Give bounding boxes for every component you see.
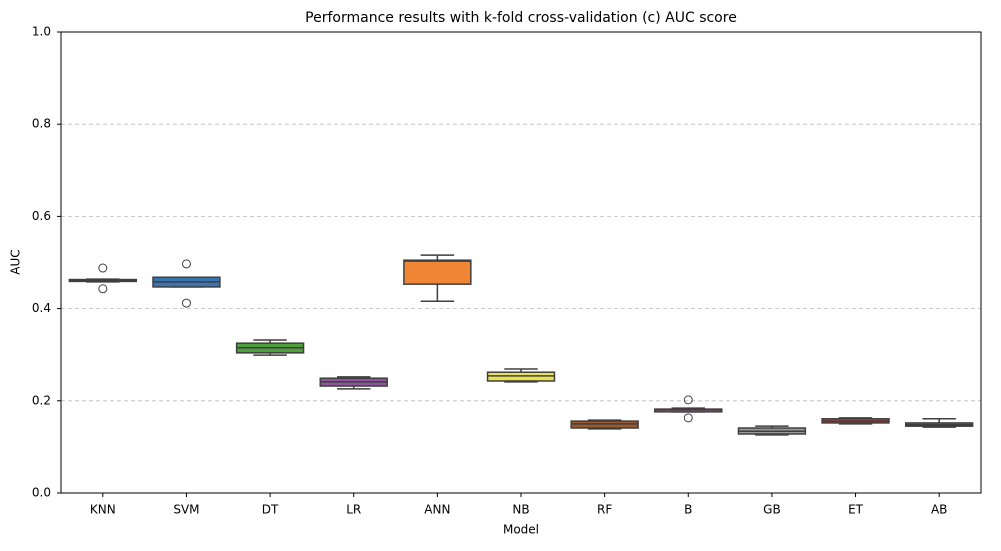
x-tick-label: RF xyxy=(597,503,612,517)
y-tick-label: 0.4 xyxy=(32,301,51,315)
y-tick-label: 0.0 xyxy=(32,486,51,500)
outlier xyxy=(98,284,108,294)
x-tick-label: AB xyxy=(931,503,947,517)
x-tick-label: LR xyxy=(346,503,361,517)
outlier xyxy=(98,263,108,273)
y-axis-label: AUC xyxy=(9,249,23,274)
x-tick-label: NB xyxy=(512,503,529,517)
x-tick-label: ANN xyxy=(424,503,450,517)
outlier xyxy=(683,413,693,423)
chart-title: Performance results with k-fold cross-va… xyxy=(305,10,737,26)
plot-frame xyxy=(60,31,982,494)
x-tick-label: SVM xyxy=(173,503,199,517)
x-tick-label: B xyxy=(684,503,692,517)
outlier xyxy=(181,259,191,269)
outlier xyxy=(683,395,693,405)
y-tick-label: 1.0 xyxy=(32,25,51,39)
x-tick-label: DT xyxy=(262,503,279,517)
y-tick-label: 0.8 xyxy=(32,117,51,131)
outlier xyxy=(181,298,191,308)
box xyxy=(403,259,472,285)
x-tick-label: KNN xyxy=(90,503,116,517)
x-axis-label: Model xyxy=(503,523,539,537)
y-tick-label: 0.6 xyxy=(32,209,51,223)
x-tick-label: GB xyxy=(763,503,781,517)
x-tick-label: ET xyxy=(848,503,864,517)
y-tick-label: 0.2 xyxy=(32,393,51,407)
